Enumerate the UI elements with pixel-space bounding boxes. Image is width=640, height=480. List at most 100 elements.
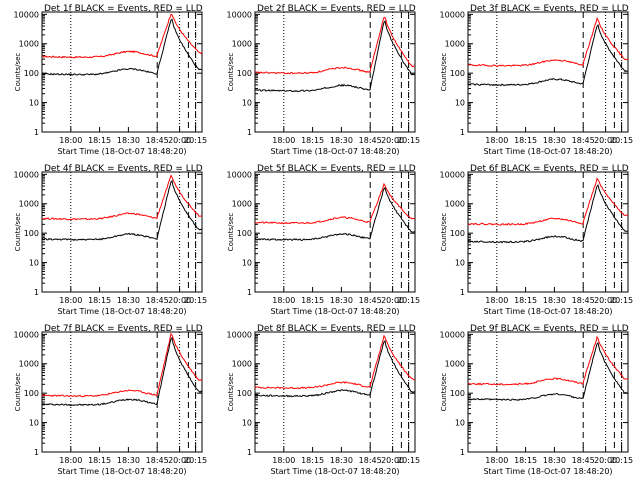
y-tick-label: 100 [450,229,465,238]
y-tick-label: 1000 [19,40,39,49]
y-tick-label: 1000 [445,200,465,209]
x-tick-label: 18:45 [572,136,595,145]
axes-frame [467,171,629,293]
y-tick-label: 1 [460,128,465,137]
x-tick-label: 20:00 [594,136,617,145]
axes-frame [467,11,629,133]
lld-series [467,17,629,67]
lld-series [254,182,415,225]
y-axis-label: Counts/sec [440,53,448,92]
x-tick-label: 20:00 [594,456,617,465]
x-tick-label: 18:30 [117,296,140,305]
x-tick-label: 18:45 [359,136,382,145]
x-axis-label: Start Time (18-Oct-07 18:48:20) [483,147,612,156]
x-tick-label: 20:00 [381,296,404,305]
panel-title: Det 6f BLACK = Events, RED = LLD [470,164,629,174]
x-tick-label: 18:30 [543,456,566,465]
y-tick-label: 100 [450,69,465,78]
x-tick-label: 20:15 [610,456,633,465]
y-axis-label: Counts/sec [14,53,22,92]
lld-series [41,13,203,59]
y-axis-label: Counts/sec [227,53,235,92]
x-tick-label: 18:00 [59,296,82,305]
x-tick-label: 18:15 [514,296,537,305]
y-tick-label: 1 [34,128,39,137]
panel-det-6: Det 6f BLACK = Events, RED = LLD 1 10 100 10… [440,164,634,316]
y-tick-label: 1 [460,288,465,297]
x-tick-label: 18:15 [514,456,537,465]
x-tick-label: 18:30 [330,296,353,305]
x-tick-label: 18:00 [272,456,295,465]
events-series [41,179,202,242]
panel-title: Det 3f BLACK = Events, RED = LLD [470,4,629,14]
y-tick-label: 100 [237,389,252,398]
y-tick-label: 10 [455,419,465,428]
x-tick-label: 18:45 [572,296,595,305]
x-axis-label: Start Time (18-Oct-07 18:48:20) [57,467,186,476]
y-tick-label: 10 [29,259,39,268]
x-tick-label: 18:00 [59,456,82,465]
x-tick-label: 18:30 [117,136,140,145]
x-tick-label: 20:00 [594,296,617,305]
y-tick-label: 1 [34,448,39,457]
x-axis-label: Start Time (18-Oct-07 18:48:20) [270,147,399,156]
panel-title: Det 9f BLACK = Events, RED = LLD [470,324,629,334]
events-series [467,342,629,402]
events-series [41,336,203,407]
x-tick-label: 20:15 [184,296,207,305]
x-tick-label: 18:45 [359,456,382,465]
events-series [254,20,416,93]
y-tick-label: 1000 [232,360,252,369]
panel-det-1: Det 1f BLACK = Events, RED = LLD 1 10 100 10… [14,4,208,156]
axes-frame [41,11,203,133]
x-tick-label: 18:30 [330,136,353,145]
x-tick-label: 18:15 [88,296,111,305]
y-tick-label: 10 [29,99,39,108]
events-series [467,23,628,87]
panel-det-9: Det 9f BLACK = Events, RED = LLD 1 10 100 10… [440,324,634,476]
y-tick-label: 100 [237,229,252,238]
y-tick-label: 100 [450,389,465,398]
x-tick-label: 20:15 [397,136,420,145]
y-axis-label: Counts/sec [227,213,235,252]
x-tick-label: 20:15 [610,136,633,145]
lld-series [254,334,416,390]
x-tick-label: 18:15 [514,136,537,145]
axes-frame [254,11,416,133]
x-tick-label: 18:15 [88,136,111,145]
y-tick-label: 100 [24,69,39,78]
y-tick-label: 10000 [14,330,39,339]
axes-frame [41,171,203,293]
x-tick-label: 20:00 [168,136,191,145]
x-tick-label: 18:15 [301,456,324,465]
y-tick-label: 100 [24,389,39,398]
y-tick-label: 1 [34,288,39,297]
x-axis-label: Start Time (18-Oct-07 18:48:20) [57,147,186,156]
x-tick-label: 18:15 [301,296,324,305]
panel-title: Det 2f BLACK = Events, RED = LLD [257,4,416,14]
x-axis-label: Start Time (18-Oct-07 18:48:20) [483,467,612,476]
x-tick-label: 18:15 [88,456,111,465]
y-tick-label: 10000 [14,10,39,19]
x-tick-label: 18:30 [543,136,566,145]
y-axis-label: Counts/sec [227,373,235,412]
panel-title: Det 5f BLACK = Events, RED = LLD [257,164,416,174]
y-tick-label: 10000 [440,10,465,19]
x-tick-label: 18:45 [359,296,382,305]
x-tick-label: 18:00 [59,136,82,145]
panel-det-5: Det 5f BLACK = Events, RED = LLD 1 10 100 10… [227,164,421,316]
events-series [254,340,416,398]
x-axis-label: Start Time (18-Oct-07 18:48:20) [270,467,399,476]
panel-det-3: Det 3f BLACK = Events, RED = LLD 1 10 100 10… [440,4,634,156]
y-tick-label: 100 [237,69,252,78]
axes-frame [254,171,416,293]
y-tick-label: 10 [29,419,39,428]
y-tick-label: 1 [460,448,465,457]
y-tick-label: 10000 [227,10,252,19]
y-tick-label: 10 [242,259,252,268]
panel-title: Det 4f BLACK = Events, RED = LLD [44,164,203,174]
x-tick-label: 18:45 [146,456,169,465]
y-tick-label: 10000 [14,170,39,179]
x-tick-label: 20:15 [397,456,420,465]
x-tick-label: 18:00 [485,456,508,465]
